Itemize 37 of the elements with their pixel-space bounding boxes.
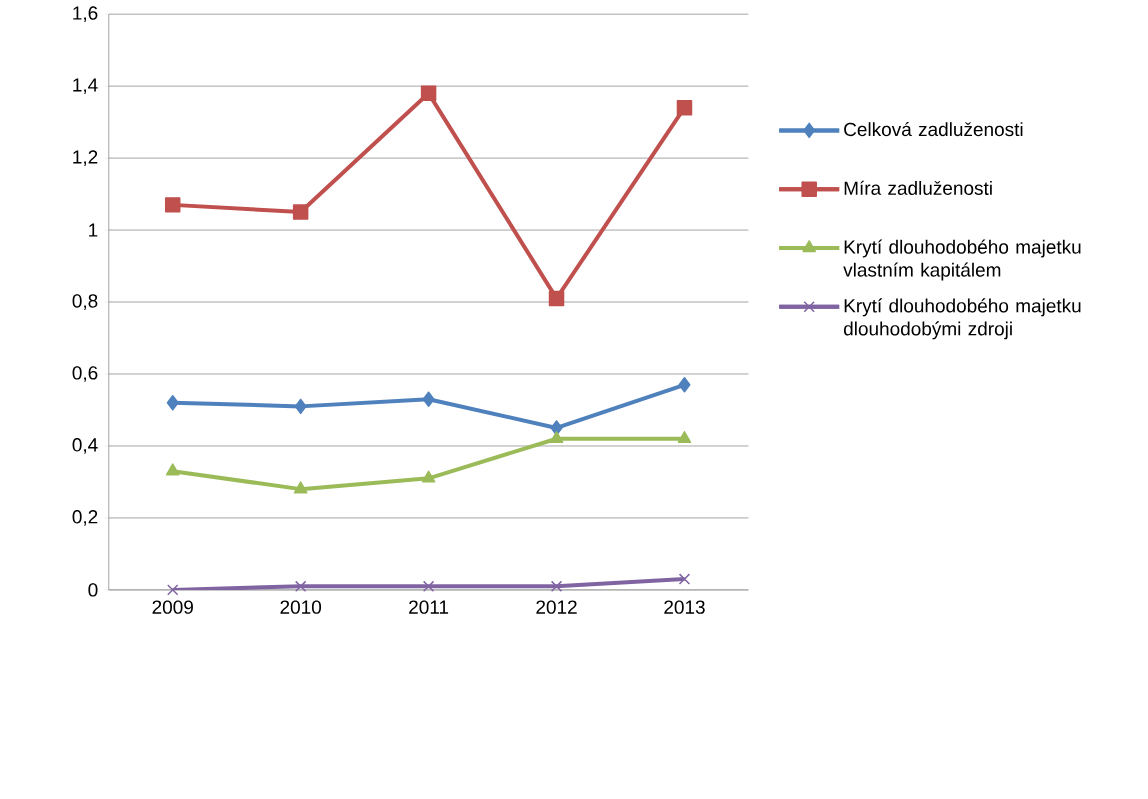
legend-label: Míra zadluženosti — [844, 180, 992, 196]
x-tick-label: 2010 — [280, 600, 322, 615]
point — [165, 463, 180, 476]
point — [167, 584, 179, 596]
y-tick-label: 1 — [89, 223, 98, 237]
point — [549, 431, 564, 444]
y-tick-label: 0,4 — [72, 438, 98, 455]
point — [422, 580, 435, 593]
x-tick-label: 2009 — [152, 600, 193, 615]
point — [676, 100, 693, 116]
point — [421, 470, 436, 483]
legend-label: Krytí dlouhodobého majetku dlouhodobými zdroji — [843, 298, 1081, 340]
y-tick-label: 1,4 — [73, 78, 98, 95]
point — [677, 431, 692, 444]
point — [166, 395, 179, 411]
point — [678, 573, 691, 585]
legend-label: Celková zadluženosti — [844, 122, 1023, 137]
y-tick-label: 0 — [88, 583, 98, 597]
point — [420, 85, 437, 102]
point — [293, 481, 308, 494]
point — [548, 290, 565, 307]
x-tick-label: 2011 — [409, 600, 449, 615]
x-tick-label: 2012 — [536, 600, 577, 615]
point — [294, 580, 307, 593]
legend-label: Krytí dlouhodobého majetku vlastním kapitálem — [843, 239, 1081, 281]
y-tick-label: 0,8 — [72, 294, 98, 311]
y-tick-label: 1,6 — [73, 6, 98, 23]
point — [292, 204, 309, 221]
point — [550, 580, 563, 593]
y-tick-label: 1,2 — [73, 150, 98, 167]
point — [294, 398, 307, 415]
point — [164, 197, 181, 213]
y-tick-label: 0,2 — [72, 510, 98, 526]
point — [678, 377, 691, 393]
point — [422, 391, 435, 408]
y-tick-label: 0,6 — [72, 366, 98, 383]
x-tick-label: 2013 — [664, 600, 705, 615]
